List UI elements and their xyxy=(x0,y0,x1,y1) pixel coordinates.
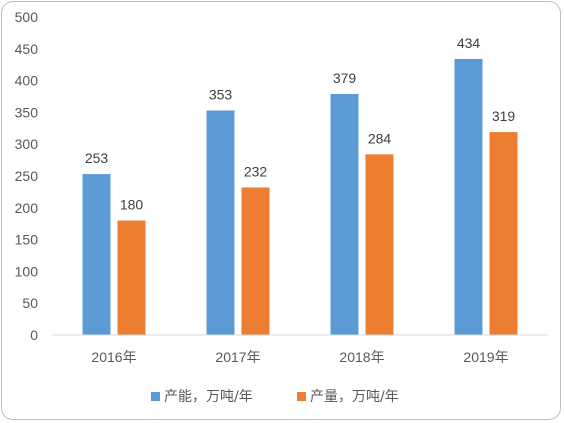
y-tick-label: 250 xyxy=(15,168,39,184)
x-axis-ticks: 2016年 2017年 2018年 2019年 xyxy=(91,349,508,365)
bar-capacity xyxy=(206,110,235,335)
bar-capacity xyxy=(82,174,111,335)
bars xyxy=(82,58,518,336)
bar-capacity xyxy=(330,93,359,336)
data-label: 253 xyxy=(85,150,109,166)
bar-output xyxy=(241,187,270,335)
legend-swatch-output xyxy=(297,392,306,401)
data-labels: 253 180 353 232 379 284 434 319 xyxy=(85,35,516,213)
x-tick-label: 2017年 xyxy=(215,349,260,365)
legend-label: 产量，万吨/年 xyxy=(310,389,399,405)
data-label: 232 xyxy=(244,163,268,179)
data-label: 434 xyxy=(457,35,481,51)
y-tick-label: 100 xyxy=(15,263,39,279)
y-tick-label: 50 xyxy=(22,295,38,311)
y-tick-label: 500 xyxy=(15,9,39,25)
x-tick-label: 2018年 xyxy=(339,349,384,365)
bar-output xyxy=(365,154,394,335)
x-tick-label: 2019年 xyxy=(463,349,508,365)
data-label: 180 xyxy=(120,197,144,213)
y-tick-label: 200 xyxy=(15,200,39,216)
legend: 产能，万吨/年 产量，万吨/年 xyxy=(151,389,399,405)
y-tick-label: 150 xyxy=(15,232,39,248)
y-tick-label: 450 xyxy=(15,41,39,57)
y-tick-label: 400 xyxy=(15,73,39,89)
data-label: 284 xyxy=(368,130,392,146)
bar-capacity xyxy=(454,58,483,335)
y-tick-label: 350 xyxy=(15,104,39,120)
bar-output xyxy=(117,220,146,335)
legend-swatch-capacity xyxy=(151,392,160,401)
data-label: 319 xyxy=(492,108,516,124)
y-tick-label: 0 xyxy=(30,327,38,343)
y-axis-ticks: 0 50 100 150 200 250 300 350 400 450 500 xyxy=(15,9,39,343)
data-label: 353 xyxy=(209,86,233,102)
bar-output xyxy=(489,132,518,335)
x-tick-label: 2016年 xyxy=(91,349,136,365)
legend-label: 产能，万吨/年 xyxy=(164,389,253,405)
data-label: 379 xyxy=(333,70,357,86)
y-tick-label: 300 xyxy=(15,136,39,152)
